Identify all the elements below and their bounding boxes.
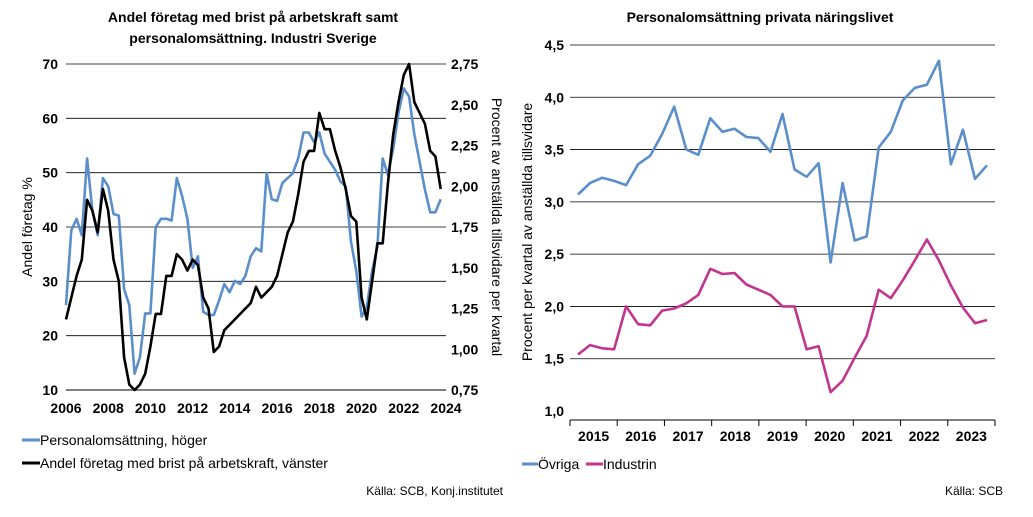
- left-y-right-tick-1-75: 1,75: [451, 219, 478, 235]
- left-y-tick-labels-right: 0,75 1,00 1,25 1,50 1,75 2,00 2,25 2,50 2,75: [451, 56, 478, 398]
- left-y-right-tick-2-25: 2,25: [451, 138, 478, 154]
- left-x-tick-2008: 2008: [93, 400, 124, 416]
- left-x-tick-2014: 2014: [219, 400, 250, 416]
- right-x-tick-2022: 2022: [909, 428, 940, 444]
- left-y-right-tick-2-75: 2,75: [451, 56, 478, 72]
- right-y-tick-2-5: 2,5: [545, 246, 565, 262]
- left-x-tick-2012: 2012: [177, 400, 208, 416]
- right-x-tick-labels: 2015 2016 2017 2018 2019 2020 2021 2022 2023: [578, 428, 987, 444]
- left-y-tick-40: 40: [42, 219, 58, 235]
- left-y-tick-30: 30: [42, 273, 58, 289]
- right-y-tick-4-0: 4,0: [545, 89, 565, 105]
- right-y-tick-2-0: 2,0: [545, 298, 565, 314]
- left-series-line-personalomsattning-hoger: [64, 87, 442, 376]
- left-series-line-andel-foretag-med-brist-pa-arb: [64, 62, 442, 392]
- left-y-tick-20: 20: [42, 328, 58, 344]
- right-y-axis-label: Procent per kvartal av anställda tillsvi…: [519, 103, 535, 362]
- right-x-tick-2016: 2016: [625, 428, 656, 444]
- right-chart: Personalomsättning privata näringslivet …: [519, 9, 1003, 498]
- left-x-tick-2006: 2006: [50, 400, 81, 416]
- left-y-tick-70: 70: [42, 56, 58, 72]
- right-y-tick-4-5: 4,5: [545, 37, 565, 53]
- legend-label-andel-foretag: Andel företag med brist på arbetskraft, …: [40, 455, 328, 471]
- legend-label-ovriga: Övriga: [538, 455, 579, 472]
- left-y-tick-50: 50: [42, 165, 58, 181]
- left-chart-source: Källa: SCB, Konj.institutet: [366, 484, 503, 498]
- left-y-tick-60: 60: [42, 110, 58, 126]
- right-x-tick-2020: 2020: [814, 428, 845, 444]
- right-chart-title: Personalomsättning privata näringslivet: [627, 9, 894, 25]
- left-chart-title-line-1: Andel företag med brist på arbetskraft s…: [108, 9, 399, 25]
- right-gridlines: [570, 44, 995, 360]
- right-y-tick-1-5: 1,5: [545, 351, 565, 367]
- left-y-tick-10: 10: [42, 382, 58, 398]
- left-y-axis-label-right: Procent av anställda tillsvidare per kva…: [489, 98, 505, 356]
- left-x-tick-2022: 2022: [388, 400, 419, 416]
- right-x-tick-marks: [569, 420, 996, 426]
- legend-label-industrin: Industrin: [603, 456, 657, 472]
- left-x-tick-labels: 2006 2008 2010 2012 2014 2016 2018 2020 2022 2024: [50, 400, 461, 416]
- left-y-right-tick-2-50: 2,50: [451, 97, 478, 113]
- right-x-tick-2017: 2017: [672, 428, 703, 444]
- left-x-tick-2016: 2016: [262, 400, 293, 416]
- right-x-tick-2019: 2019: [767, 428, 798, 444]
- left-x-tick-2024: 2024: [430, 400, 461, 416]
- left-y-right-tick-0-75: 0,75: [451, 382, 478, 398]
- left-gridlines: [66, 63, 446, 337]
- left-chart-title-line-2: personalomsättning. Industri Sverige: [129, 30, 377, 46]
- left-x-tick-2010: 2010: [135, 400, 166, 416]
- right-series-line-ovriga: [577, 59, 988, 264]
- left-y-right-tick-1-25: 1,25: [451, 301, 478, 317]
- left-x-tick-2020: 2020: [346, 400, 377, 416]
- left-y-tick-labels-left: 10 20 30 40 50 60 70: [42, 56, 58, 398]
- left-y-axis-label-left: Andel företag %: [19, 177, 35, 277]
- left-y-right-tick-1-00: 1,00: [451, 341, 478, 357]
- left-series-lines: [64, 62, 442, 392]
- right-x-tick-2021: 2021: [861, 428, 892, 444]
- left-x-tick-2018: 2018: [304, 400, 335, 416]
- right-chart-source: Källa: SCB: [945, 484, 1003, 498]
- right-y-tick-3-5: 3,5: [545, 142, 565, 158]
- left-chart: Andel företag med brist på arbetskraft s…: [19, 9, 505, 498]
- right-y-tick-labels: 1,0 1,5 2,0 2,5 3,0 3,5 4,0 4,5: [545, 37, 565, 419]
- right-x-tick-2015: 2015: [578, 428, 609, 444]
- right-series-line-industrin: [577, 238, 988, 394]
- right-y-tick-1-0: 1,0: [545, 403, 565, 419]
- left-y-right-tick-1-50: 1,50: [451, 260, 478, 276]
- legend-label-personalomsattning: Personalomsättning, höger: [40, 432, 208, 448]
- right-x-tick-2018: 2018: [720, 428, 751, 444]
- right-x-tick-2023: 2023: [956, 428, 987, 444]
- right-y-tick-3-0: 3,0: [545, 194, 565, 210]
- left-y-right-tick-2-00: 2,00: [451, 178, 478, 194]
- right-series-lines: [577, 59, 988, 394]
